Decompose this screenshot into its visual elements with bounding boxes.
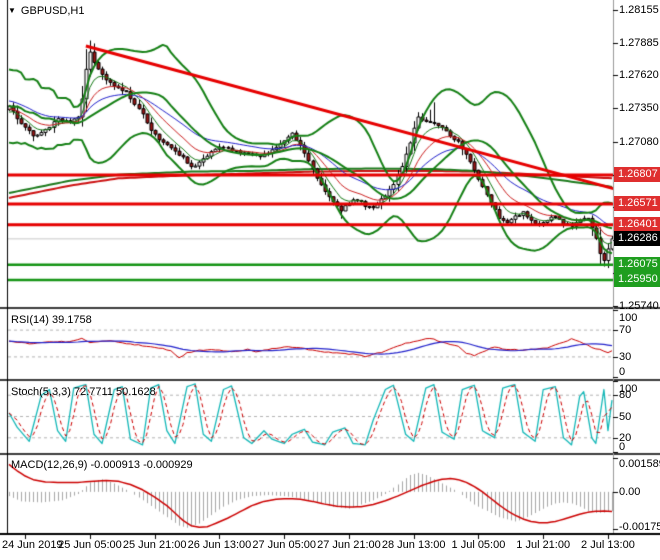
stoch-axis-tick-label: 0: [619, 441, 626, 453]
price-axis-tick-label: 1.27350: [619, 102, 659, 114]
symbol-label: GBPUSD,H1: [20, 5, 85, 17]
price-axis-tick-label: 1.28155: [619, 4, 659, 16]
rsi-axis-tick-label: 0: [619, 366, 626, 378]
symbol-selector[interactable]: ▼ GBPUSD,H1: [8, 5, 85, 17]
stoch-axis-tick-label: 100: [619, 383, 638, 395]
rsi-axis-tick-label: 100: [619, 312, 638, 324]
price-level-badge-resistance: 1.26571: [614, 196, 660, 211]
price-level-badge-current: 1.26286: [614, 231, 660, 246]
price-level-badge-support: 1.25950: [614, 272, 660, 287]
time-axis-label: 25 Jun 21:00: [122, 539, 187, 551]
price-axis-tick-label: 1.27620: [619, 69, 659, 81]
time-axis-label: 27 Jun 21:00: [317, 539, 381, 551]
macd-axis-tick-label: 0.00: [619, 486, 641, 498]
stoch-axis-tick-label: 80: [619, 389, 632, 401]
time-axis-label: 24 Jun 2019: [2, 539, 63, 551]
rsi-indicator-label: RSI(14) 39.1758: [11, 314, 92, 326]
stoch-axis-tick-label: 50: [619, 411, 632, 423]
price-level-badge-resistance: 1.26401: [614, 217, 660, 232]
price-level-badge-resistance: 1.26807: [614, 167, 660, 182]
price-axis-tick-label: 1.25740: [619, 300, 659, 312]
time-axis-label: 1 Jul 05:00: [451, 539, 506, 551]
macd-axis-tick-label: 0.001589: [619, 458, 660, 470]
price-level-badge-support: 1.26075: [614, 257, 660, 272]
time-axis-label: 28 Jun 13:00: [381, 539, 446, 551]
rsi-axis-tick-label: 70: [619, 324, 632, 336]
macd-indicator-label: MACD(12,26,9) -0.000913 -0.000929: [11, 459, 193, 471]
price-axis-tick-label: 1.27080: [619, 136, 659, 148]
time-axis-label: 26 Jun 13:00: [187, 539, 252, 551]
time-axis-label: 2 Jul 13:00: [581, 539, 635, 551]
chevron-down-icon[interactable]: ▼: [8, 6, 16, 15]
stoch-axis-tick-label: 20: [619, 432, 632, 444]
time-axis-label: 25 Jun 05:00: [58, 539, 122, 551]
price-axis-tick-label: 1.27885: [619, 37, 659, 49]
macd-axis-tick-label: -0.001754: [619, 521, 660, 533]
stoch-indicator-label: Stoch(5,3,3) 72.7711 50.1628: [11, 386, 156, 398]
time-axis-label: 27 Jun 05:00: [252, 539, 316, 551]
time-axis-label: 1 Jul 21:00: [516, 539, 571, 551]
rsi-axis-tick-label: 30: [619, 351, 632, 363]
